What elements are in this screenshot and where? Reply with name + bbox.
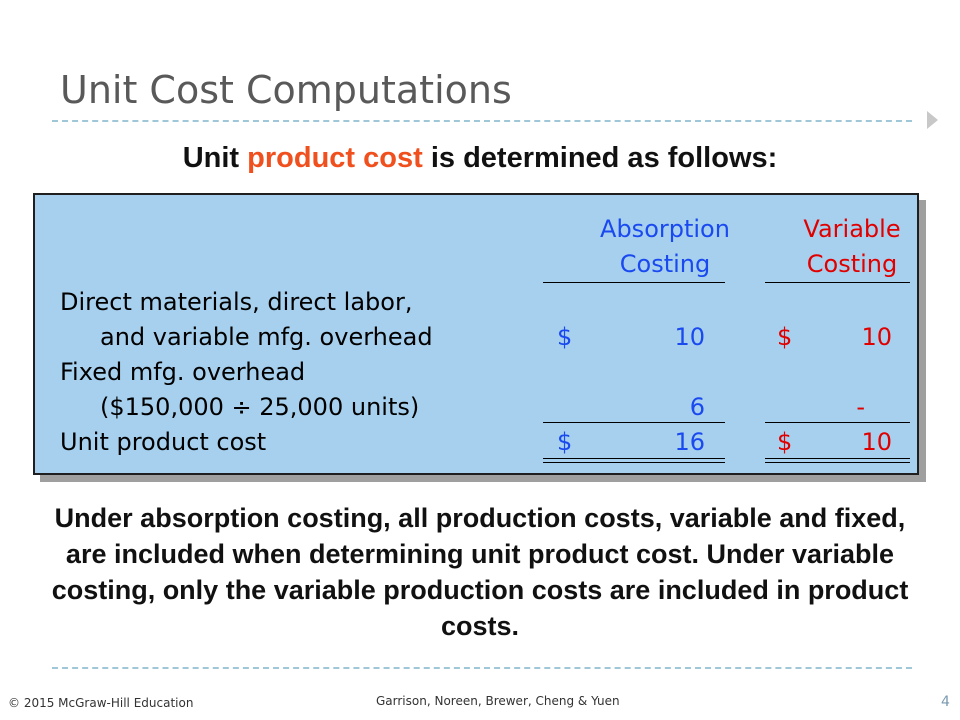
footer-authors: Garrison, Noreen, Brewer, Cheng & Yuen	[376, 694, 620, 708]
slide-subtitle: Unit product cost is determined as follo…	[0, 142, 960, 175]
variable-header-line1: Variable	[803, 215, 901, 243]
slide-title: Unit Cost Computations	[60, 68, 512, 112]
variable-header-underline	[765, 282, 910, 283]
absorption-total-double-underline-2	[543, 462, 725, 463]
variable-subtotal-underline	[765, 422, 910, 423]
absorption-total-double-underline-1	[543, 458, 725, 459]
row-label-unit-product-cost: Unit product cost	[60, 428, 267, 456]
variable-direct-value: 10	[861, 323, 892, 351]
absorption-header-line1: Absorption	[600, 215, 730, 243]
corner-triangle-icon	[927, 111, 938, 129]
subtitle-after: is determined as follows:	[422, 142, 778, 174]
title-divider	[52, 120, 912, 122]
subtitle-before: Unit	[182, 142, 248, 174]
absorption-dollar-sign: $	[557, 323, 573, 351]
variable-total-value: 10	[861, 428, 892, 456]
absorption-subtotal-underline	[543, 422, 725, 423]
variable-header-line2: Costing	[806, 250, 898, 278]
absorption-total-value: 16	[674, 428, 705, 456]
absorption-total-dollar-sign: $	[557, 428, 573, 456]
footer-copyright: © 2015 McGraw-Hill Education	[8, 696, 194, 710]
subtitle-highlight: product cost	[247, 142, 423, 174]
variable-total-double-underline-1	[765, 458, 910, 459]
footer-divider	[52, 667, 912, 669]
row-label-direct-costs-line1: Direct materials, direct labor,	[60, 288, 413, 316]
absorption-header-line2: Costing	[619, 250, 711, 278]
explanation-text: Under absorption costing, all production…	[51, 503, 909, 641]
row-label-fixed-overhead-line1: Fixed mfg. overhead	[60, 358, 306, 386]
variable-total-double-underline-2	[765, 462, 910, 463]
absorption-direct-value: 10	[674, 323, 705, 351]
variable-fixed-value: -	[856, 393, 865, 421]
row-label-direct-costs-line2: and variable mfg. overhead	[100, 323, 433, 351]
absorption-fixed-value: 6	[689, 393, 705, 421]
absorption-header-underline	[543, 282, 725, 283]
variable-total-dollar-sign: $	[777, 428, 793, 456]
variable-dollar-sign: $	[777, 323, 793, 351]
unit-cost-table: Absorption Costing Variable Costing Dire…	[33, 193, 919, 475]
footer-page-number: 4	[941, 694, 950, 710]
row-label-fixed-overhead-line2: ($150,000 ÷ 25,000 units)	[100, 393, 420, 421]
